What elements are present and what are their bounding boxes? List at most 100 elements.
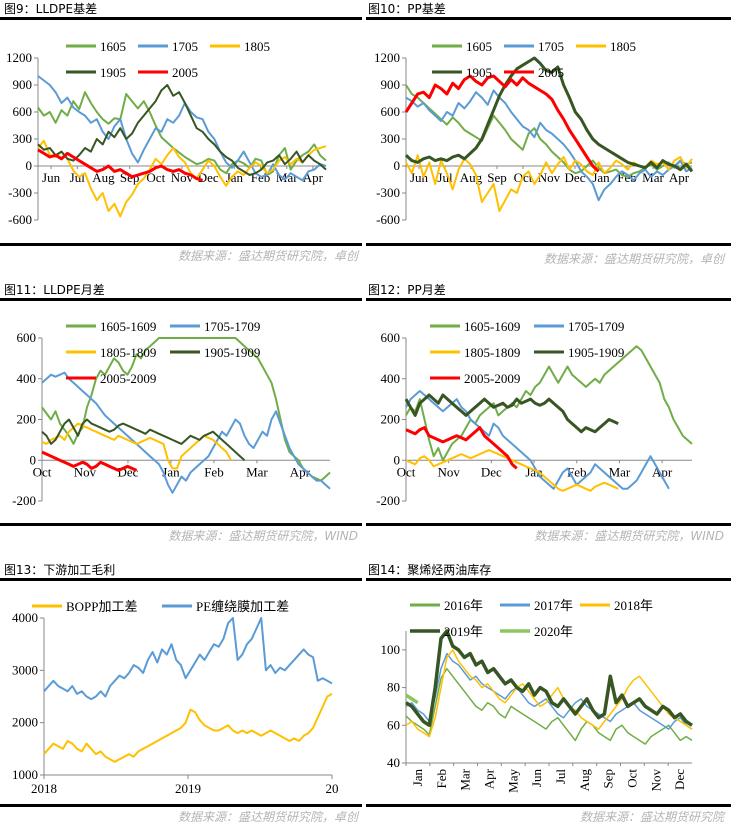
x-tick-label: Nov xyxy=(648,769,663,792)
divider xyxy=(366,298,731,301)
legend-label: 1605-1609 xyxy=(100,319,156,334)
series-line xyxy=(37,75,327,182)
y-tick-label: -300 xyxy=(376,185,400,200)
legend-label: 2005-2009 xyxy=(464,371,520,386)
legend-label: 1705-1709 xyxy=(568,319,624,334)
legend-label: 1805 xyxy=(244,39,270,54)
series-line xyxy=(405,449,619,492)
divider xyxy=(366,17,731,20)
divider xyxy=(0,298,362,301)
x-tick-label: Mar xyxy=(246,464,268,479)
x-tick-label: Apr xyxy=(290,464,311,479)
divider xyxy=(0,578,362,581)
legend-label: 1605-1609 xyxy=(464,319,520,334)
legend-label: 2005-2009 xyxy=(100,371,156,386)
x-tick-label: Dec xyxy=(198,170,219,185)
legend-label: 2005 xyxy=(172,65,198,80)
x-tick-label: Feb xyxy=(434,769,449,789)
processing-margin-chart: 1000 2000 3000 4000 2018 2019 20 BOPP加工差 PE缠绕膜加工… xyxy=(12,599,339,796)
x-tick-label: 2019 xyxy=(175,781,201,796)
series-line xyxy=(41,418,246,462)
x-tick-label: Apr xyxy=(303,170,324,185)
y-tick-label: 900 xyxy=(381,77,401,92)
y-tick-label: 600 xyxy=(381,330,401,345)
series-line xyxy=(41,337,331,482)
x-tick-label: Aug xyxy=(92,170,115,185)
source-note: 数据来源：盛达期货研究院，卓创 xyxy=(177,810,358,824)
divider xyxy=(366,523,731,526)
x-tick-label: Oct xyxy=(624,769,639,788)
y-tick-label: 80 xyxy=(387,680,400,695)
y-tick-label: 400 xyxy=(381,371,401,386)
x-tick-label: Aug xyxy=(460,170,483,185)
series-line xyxy=(405,629,693,728)
y-tick-label: 2000 xyxy=(12,715,38,730)
source-note: 数据来源：盛达期货研究院，WIND xyxy=(168,529,358,543)
legend-label: 1705-1709 xyxy=(204,319,260,334)
y-tick-label: 0 xyxy=(26,158,33,173)
y-tick-label: -200 xyxy=(12,493,36,508)
source-note: 数据来源：盛达期货研究院，卓创 xyxy=(177,249,358,263)
x-tick-label: Dec xyxy=(565,170,586,185)
x-tick-label: May xyxy=(505,769,520,793)
y-tick-label: 60 xyxy=(387,717,400,732)
legend-label: 1705 xyxy=(538,39,564,54)
divider xyxy=(0,523,362,526)
y-tick-label: 600 xyxy=(381,104,401,119)
y-tick-label: 40 xyxy=(387,755,400,770)
y-tick-label: -300 xyxy=(8,185,32,200)
x-tick-label: Aug xyxy=(577,769,592,792)
series-line xyxy=(37,84,327,176)
y-tick-label: -600 xyxy=(8,212,32,227)
y-tick-label: -600 xyxy=(376,212,400,227)
panel-title: 图12：PP月差 xyxy=(368,283,446,297)
x-tick-label: Dec xyxy=(672,769,687,790)
series-line xyxy=(43,693,333,763)
legend-label: 2016年 xyxy=(444,598,483,613)
divider xyxy=(366,243,731,246)
y-tick-label: 200 xyxy=(381,412,401,427)
y-tick-label: 200 xyxy=(17,412,37,427)
series-line xyxy=(404,56,694,173)
legend-label: 1605 xyxy=(466,39,492,54)
y-tick-label: 300 xyxy=(381,131,401,146)
legend-label: 1805-1809 xyxy=(464,345,520,360)
series-line xyxy=(404,74,600,173)
series-line xyxy=(43,617,333,701)
divider xyxy=(0,804,362,807)
series-line xyxy=(37,139,327,218)
legend-label: 1805 xyxy=(610,39,636,54)
panel-title: 图11：LLDPE月差 xyxy=(4,283,105,297)
x-tick-label: Mar xyxy=(609,464,631,479)
y-tick-label: 1200 xyxy=(6,50,32,65)
legend-label: 1905 xyxy=(100,65,126,80)
x-tick-label: Oct xyxy=(146,170,165,185)
x-tick-label: Jun xyxy=(529,769,544,788)
series-line xyxy=(404,393,619,434)
divider xyxy=(0,17,362,20)
x-tick-label: Apr xyxy=(481,768,496,789)
x-tick-label: Nov xyxy=(538,170,561,185)
divider xyxy=(366,578,731,581)
legend-label: 2005 xyxy=(538,65,564,80)
y-tick-label: -200 xyxy=(376,493,400,508)
inventory-chart: 40 60 80 100 Jan Feb Mar Apr May Jun Jul Aug Sep Oct N… xyxy=(381,598,693,793)
legend-label: 1905 xyxy=(466,65,492,80)
x-tick-label: Mar xyxy=(642,170,664,185)
legend-label: 2020年 xyxy=(534,624,573,639)
panel-title: 图9：LLDPE基差 xyxy=(4,2,98,16)
legend-label: 1905-1909 xyxy=(204,345,260,360)
panel-title: 图13：下游加工毛利 xyxy=(4,563,116,577)
x-tick-label: Sep xyxy=(601,769,616,789)
x-tick-label: Jul xyxy=(70,170,86,185)
source-note: 数据来源：盛达期货研究院 xyxy=(579,810,724,824)
y-tick-label: 600 xyxy=(17,330,37,345)
series-line xyxy=(405,426,518,470)
y-tick-label: 4000 xyxy=(12,610,38,625)
series-line xyxy=(405,652,693,730)
x-tick-label: Feb xyxy=(204,464,224,479)
series-line xyxy=(405,667,693,745)
divider xyxy=(366,804,731,807)
